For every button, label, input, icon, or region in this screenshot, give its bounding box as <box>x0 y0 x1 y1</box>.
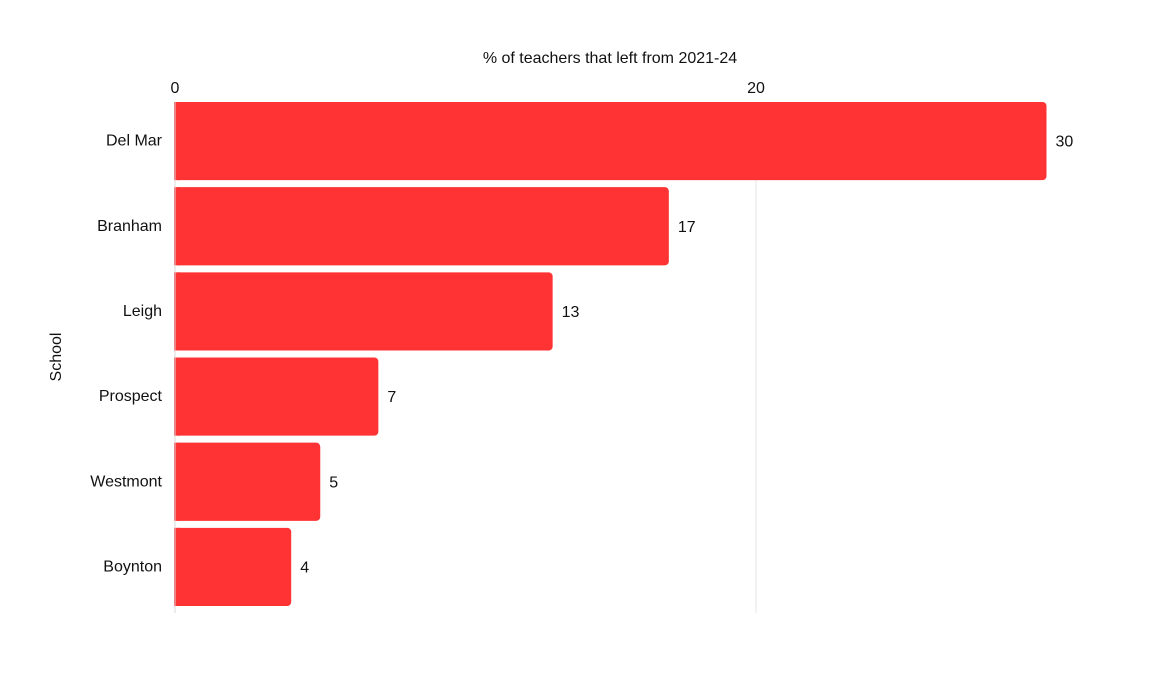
bar-left-edge <box>174 272 180 351</box>
bar-left-edge <box>174 527 180 606</box>
category-label: Leigh <box>123 303 162 320</box>
bar-left-edge <box>174 442 180 521</box>
bar-left-edge <box>174 187 180 266</box>
x-tick-label: 0 <box>171 80 180 97</box>
bar <box>174 187 669 266</box>
category-label: Del Mar <box>106 133 163 150</box>
data-label: 13 <box>562 304 580 321</box>
data-label: 4 <box>300 559 309 576</box>
category-label: Prospect <box>99 388 163 405</box>
bar <box>174 527 292 606</box>
category-label: Westmont <box>90 473 162 490</box>
bar <box>174 357 379 436</box>
x-tick-label: 20 <box>747 80 765 97</box>
data-label: 17 <box>678 219 696 236</box>
bars <box>174 102 1047 606</box>
data-labels: 30 17 13 7 5 4 <box>300 134 1073 577</box>
bar-left-edge <box>174 357 180 436</box>
data-label: 5 <box>329 474 338 491</box>
bar <box>174 272 553 351</box>
category-label: Boynton <box>103 558 162 575</box>
data-label: 30 <box>1056 134 1074 151</box>
bar-left-edge <box>174 102 180 181</box>
x-axis-title: % of teachers that left from 2021-24 <box>483 50 737 67</box>
bar <box>174 442 321 521</box>
y-axis-title: School <box>48 333 65 382</box>
data-label: 7 <box>387 389 396 406</box>
category-labels: Del Mar Branham Leigh Prospect Westmont Boynt… <box>90 133 162 576</box>
bar <box>174 102 1047 181</box>
category-label: Branham <box>97 218 162 235</box>
x-axis-ticks: 0 20 <box>171 80 765 97</box>
